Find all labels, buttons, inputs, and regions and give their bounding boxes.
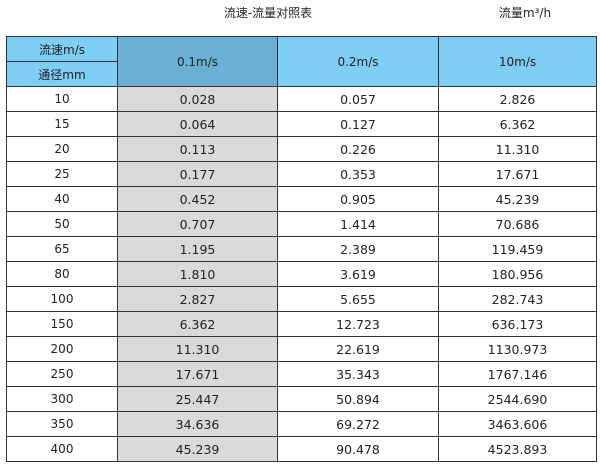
flow-cell: 636.173: [438, 311, 597, 337]
flow-cell: 50.894: [277, 386, 439, 412]
flow-cell: 90.478: [277, 436, 439, 462]
table-row: 350 34.636 69.272 3463.606: [6, 411, 597, 437]
flow-cell: 5.655: [277, 286, 439, 312]
flow-cell: 69.272: [277, 411, 439, 437]
diameter-cell: 25: [6, 161, 118, 187]
table-row: 150 6.362 12.723 636.173: [6, 311, 597, 337]
diameter-cell: 150: [6, 311, 118, 337]
flow-cell: 0.127: [277, 111, 439, 137]
table-row: 25 0.177 0.353 17.671: [6, 161, 597, 187]
flow-cell: 45.239: [117, 436, 278, 462]
flow-cell: 11.310: [117, 336, 278, 362]
flow-cell: 0.064: [117, 111, 278, 137]
speed-header: 流速m/s: [6, 36, 118, 62]
flow-cell: 3463.606: [438, 411, 597, 437]
flow-table: 流速m/s 0.1m/s 0.2m/s 10m/s 通径mm 10 0.028 0.…: [6, 36, 597, 462]
diameter-cell: 65: [6, 236, 118, 262]
diameter-cell: 100: [6, 286, 118, 312]
flow-cell: 0.905: [277, 186, 439, 212]
flow-cell: 2.826: [438, 86, 597, 112]
diameter-cell: 20: [6, 136, 118, 162]
flow-cell: 17.671: [438, 161, 597, 187]
flow-cell: 180.956: [438, 261, 597, 287]
unit-label: 流量m³/h: [498, 6, 552, 20]
diameter-cell: 80: [6, 261, 118, 287]
column-header: 0.1m/s: [117, 36, 278, 87]
flow-cell: 1.414: [277, 211, 439, 237]
flow-cell: 0.028: [117, 86, 278, 112]
diameter-cell: 200: [6, 336, 118, 362]
flow-cell: 119.459: [438, 236, 597, 262]
flow-cell: 282.743: [438, 286, 597, 312]
flow-cell: 11.310: [438, 136, 597, 162]
flow-cell: 2.827: [117, 286, 278, 312]
flow-cell: 35.343: [277, 361, 439, 387]
diameter-cell: 50: [6, 211, 118, 237]
flow-cell: 6.362: [438, 111, 597, 137]
flow-cell: 0.177: [117, 161, 278, 187]
flow-cell: 0.452: [117, 186, 278, 212]
table-row: 80 1.810 3.619 180.956: [6, 261, 597, 287]
flow-cell: 70.686: [438, 211, 597, 237]
table-row: 100 2.827 5.655 282.743: [6, 286, 597, 312]
flow-cell: 34.636: [117, 411, 278, 437]
flow-cell: 0.057: [277, 86, 439, 112]
table-row: 400 45.239 90.478 4523.893: [6, 436, 597, 462]
flow-cell: 3.619: [277, 261, 439, 287]
flow-cell: 45.239: [438, 186, 597, 212]
flow-cell: 25.447: [117, 386, 278, 412]
diameter-header: 通径mm: [6, 61, 118, 87]
table-row: 15 0.064 0.127 6.362: [6, 111, 597, 137]
table-title: 流速-流量对照表: [223, 6, 313, 20]
flow-cell: 0.226: [277, 136, 439, 162]
flow-cell: 0.707: [117, 211, 278, 237]
diameter-cell: 250: [6, 361, 118, 387]
flow-cell: 6.362: [117, 311, 278, 337]
flow-cell: 17.671: [117, 361, 278, 387]
flow-cell: 1.810: [117, 261, 278, 287]
table-row: 20 0.113 0.226 11.310: [6, 136, 597, 162]
table-row: 50 0.707 1.414 70.686: [6, 211, 597, 237]
flow-cell: 1.195: [117, 236, 278, 262]
flow-cell: 2.389: [277, 236, 439, 262]
flow-cell: 12.723: [277, 311, 439, 337]
diameter-cell: 15: [6, 111, 118, 137]
table-row: 200 11.310 22.619 1130.973: [6, 336, 597, 362]
column-header: 10m/s: [438, 36, 597, 87]
flow-cell: 2544.690: [438, 386, 597, 412]
column-header: 0.2m/s: [277, 36, 439, 87]
table-row: 65 1.195 2.389 119.459: [6, 236, 597, 262]
table-row: 10 0.028 0.057 2.826: [6, 86, 597, 112]
flow-cell: 1767.146: [438, 361, 597, 387]
flow-cell: 4523.893: [438, 436, 597, 462]
diameter-cell: 300: [6, 386, 118, 412]
diameter-cell: 350: [6, 411, 118, 437]
table-row: 40 0.452 0.905 45.239: [6, 186, 597, 212]
table-row: 250 17.671 35.343 1767.146: [6, 361, 597, 387]
table-row: 300 25.447 50.894 2544.690: [6, 386, 597, 412]
flow-cell: 0.113: [117, 136, 278, 162]
diameter-cell: 40: [6, 186, 118, 212]
flow-cell: 1130.973: [438, 336, 597, 362]
flow-cell: 22.619: [277, 336, 439, 362]
flow-cell: 0.353: [277, 161, 439, 187]
diameter-cell: 10: [6, 86, 118, 112]
diameter-cell: 400: [6, 436, 118, 462]
